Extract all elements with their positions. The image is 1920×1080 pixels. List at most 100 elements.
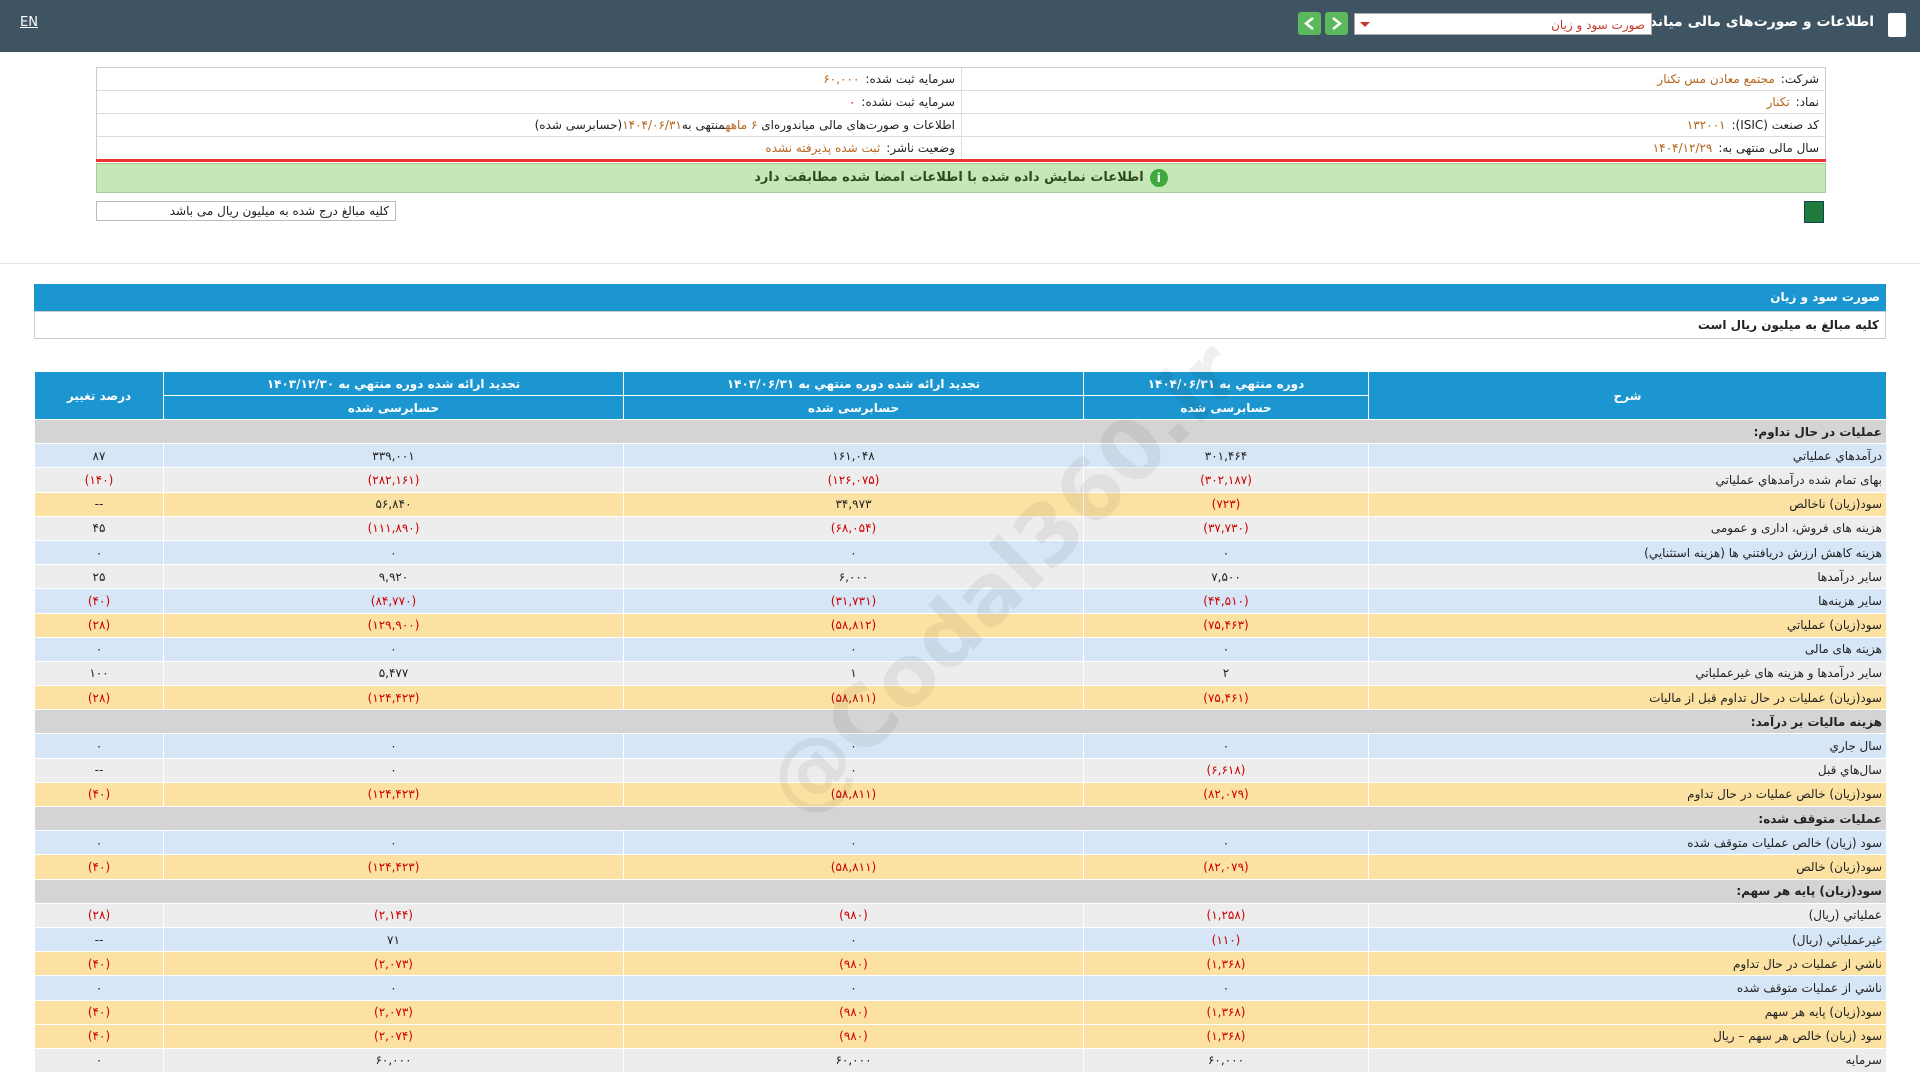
cell-value: ۱۶۱,۰۴۸	[623, 443, 1084, 469]
cell-value: (۲,۰۷۴)	[163, 1023, 624, 1049]
label: سرمایه ثبت شده:	[865, 72, 955, 86]
table-row: سود(زيان) پايه هر سهم (۱,۳۶۸) (۹۸۰) (۲,۰۷۳)…	[34, 999, 1887, 1025]
cell-value: ۰	[623, 830, 1084, 856]
top-bar: اطلاعات و صورت‌های مالی میاندوره‌ای صورت…	[0, 0, 1920, 52]
row-label: عملياتي (ريال)	[1368, 902, 1887, 928]
cell-value: ۷۱	[163, 926, 624, 953]
column-header: تجدید ارائه شده دوره منتهي به ۱۴۰۳/۱۲/۳۰	[163, 371, 624, 396]
report-text: اطلاعات و صورت‌های مالی میاندوره‌ای	[761, 118, 955, 132]
cell-value: ۰	[34, 1047, 164, 1074]
cell-value: ۰	[163, 757, 624, 783]
company-info: شرکت: مجتمع معادن مس تکنار سرمایه ثبت شده…	[96, 67, 1826, 160]
cell-value: ۰	[1083, 830, 1369, 856]
row-label: سود(زيان) خالص عمليات در حال تداوم	[1368, 781, 1887, 808]
cell-value: (۴۰)	[34, 854, 164, 880]
cell-value: ۰	[623, 539, 1084, 566]
cell-value: ۳۴,۹۷۳	[623, 491, 1084, 517]
cell-value: ۱	[623, 660, 1084, 687]
value: ثبت شده پذیرفته نشده	[765, 141, 881, 155]
group-label: عملیات در حال تداوم:	[34, 418, 1887, 445]
report-select[interactable]: صورت سود و زیان	[1354, 13, 1652, 35]
table-row: سود (زيان) خالص عمليات متوقف شده ۰ ۰ ۰ ۰	[34, 830, 1887, 856]
cell-value: --	[34, 491, 164, 517]
row-label: سرمايه	[1368, 1047, 1887, 1074]
unit-note: کلیه مبالغ درج شده به میلیون ریال می باش…	[96, 201, 396, 221]
value: تکنار	[1766, 95, 1790, 109]
table-row: عمليات متوقف شده:	[34, 805, 1887, 832]
cell-value: (۱۲۶,۰۷۵)	[623, 467, 1084, 493]
table-row: سایر هزینه‌ها (۴۴,۵۱۰) (۳۱,۷۳۱) (۸۴,۷۷۰) (۴۰…	[34, 588, 1887, 614]
language-link[interactable]: EN	[20, 15, 38, 30]
cell-value: (۴۰)	[34, 999, 164, 1025]
clipboard-icon	[1888, 13, 1906, 37]
row-label: بهاى تمام شده درآمدهاي عملياتي	[1368, 467, 1887, 493]
table-row: سال‌هاي قبل (۶,۶۱۸) ۰ ۰ --	[34, 757, 1887, 783]
row-label: سود(زيان) عمليات در حال تداوم قبل از مال…	[1368, 685, 1887, 711]
table-row: درآمدهاي عملياتي ۳۰۱,۴۶۴ ۱۶۱,۰۴۸ ۳۳۹,۰۰۱ ۸۷	[34, 443, 1887, 469]
table-row: ساير درآمدها و هزينه هاى غيرعملياتي ۲ ۱ ۵,۴…	[34, 660, 1887, 687]
report-period: ۶ ماهه	[725, 118, 758, 132]
cell-value: (۴۰)	[34, 1023, 164, 1049]
cell-value: ۰	[623, 975, 1084, 1001]
cell-value: (۳۰۲,۱۸۷)	[1083, 467, 1369, 493]
prev-button[interactable]	[1298, 12, 1321, 35]
info-row: کد صنعت (ISIC): ۱۳۲۰۰۱ اطلاعات و صورت‌های…	[97, 114, 1825, 137]
label: کد صنعت (ISIC):	[1731, 118, 1819, 132]
table-row: هزينه هاى فروش، ادارى و عمومى (۳۷,۷۳۰) (۶۸…	[34, 515, 1887, 541]
cell-value: (۸۴,۷۷۰)	[163, 588, 624, 614]
row-label: ناشي از عمليات متوقف شده	[1368, 975, 1887, 1001]
cell-value: ۲	[1083, 660, 1369, 687]
value: مجتمع معادن مس تکنار	[1657, 72, 1775, 86]
label: شرکت:	[1780, 72, 1819, 86]
cell-value: (۴۰)	[34, 951, 164, 977]
cell-value: (۱۴۰)	[34, 467, 164, 493]
separator	[0, 263, 1920, 264]
header-row: شرح دوره منتهي به ۱۴۰۴/۰۶/۳۱ تجدید ارائه ش…	[34, 371, 1887, 420]
table-row: سود(زيان) عملياتي (۷۵,۴۶۳) (۵۸,۸۱۲) (۱۲۹,۹۰…	[34, 612, 1887, 638]
cell-value: (۵۸,۸۱۱)	[623, 854, 1084, 880]
cell-value: ۲۵	[34, 564, 164, 590]
cell-value: ۰	[623, 757, 1084, 783]
row-label: سایر هزینه‌ها	[1368, 588, 1887, 614]
cell-value: ۰	[163, 636, 624, 662]
row-label: هزینه کاهش ارزش دریافتني ها (هزينه استثن…	[1368, 539, 1887, 566]
cell-value: (۲۸)	[34, 612, 164, 638]
cell-value: ۰	[623, 636, 1084, 662]
table-row: عملیات در حال تداوم:	[34, 418, 1887, 445]
excel-button[interactable]	[1804, 201, 1824, 223]
cell-value: (۲,۱۴۴)	[163, 902, 624, 928]
table-body: عملیات در حال تداوم: درآمدهاي عملياتي ۳۰۱,…	[34, 418, 1887, 1074]
table-row: سود(زيان) عمليات در حال تداوم قبل از مال…	[34, 685, 1887, 711]
cell-value: (۱,۳۶۸)	[1083, 999, 1369, 1025]
income-statement-table: شرح دوره منتهي به ۱۴۰۴/۰۶/۳۱ تجدید ارائه ش…	[34, 371, 1887, 1074]
cell-value: ۰	[163, 975, 624, 1001]
table-row: سود(زيان) ناخالص (۷۲۳) ۳۴,۹۷۳ ۵۶,۸۴۰ --	[34, 491, 1887, 517]
cell-value: --	[34, 926, 164, 953]
table-row: عملياتي (ريال) (۱,۲۵۸) (۹۸۰) (۲,۱۴۴) (۲۸)	[34, 902, 1887, 928]
row-label: سود (زيان) خالص عمليات متوقف شده	[1368, 830, 1887, 856]
cell-value: ۰	[163, 830, 624, 856]
table-row: هزينه هاى مالى ۰ ۰ ۰ ۰	[34, 636, 1887, 662]
cell-value: (۹۸۰)	[623, 951, 1084, 977]
cell-value: ۶۰,۰۰۰	[1083, 1047, 1369, 1074]
next-button[interactable]	[1325, 12, 1348, 35]
label: وضعیت ناشر:	[886, 141, 955, 155]
row-label: سال جاري	[1368, 733, 1887, 759]
table-row: سرمايه ۶۰,۰۰۰ ۶۰,۰۰۰ ۶۰,۰۰۰ ۰	[34, 1047, 1887, 1074]
label: نماد:	[1795, 95, 1819, 109]
cell-value: (۸۲,۰۷۹)	[1083, 781, 1369, 808]
cell-value: (۹۸۰)	[623, 1023, 1084, 1049]
cell-value: (۸۲,۰۷۹)	[1083, 854, 1369, 880]
column-subheader: حسابرسی شده	[623, 395, 1084, 420]
cell-value: (۷۵,۴۶۱)	[1083, 685, 1369, 711]
cell-value: (۷۵,۴۶۳)	[1083, 612, 1369, 638]
info-row: شرکت: مجتمع معادن مس تکنار سرمایه ثبت شده…	[97, 68, 1825, 91]
label: سرمایه ثبت نشده:	[861, 95, 955, 109]
cell-value: (۱,۲۵۸)	[1083, 902, 1369, 928]
section-note: کلیه مبالغ به میلیون ریال است	[34, 311, 1886, 339]
column-subheader: حسابرسی شده	[163, 395, 624, 420]
row-label: سود(زيان) ناخالص	[1368, 491, 1887, 517]
cell-value: (۱,۳۶۸)	[1083, 951, 1369, 977]
cell-value: (۵۸,۸۱۱)	[623, 781, 1084, 808]
cell-value: ۰	[1083, 975, 1369, 1001]
